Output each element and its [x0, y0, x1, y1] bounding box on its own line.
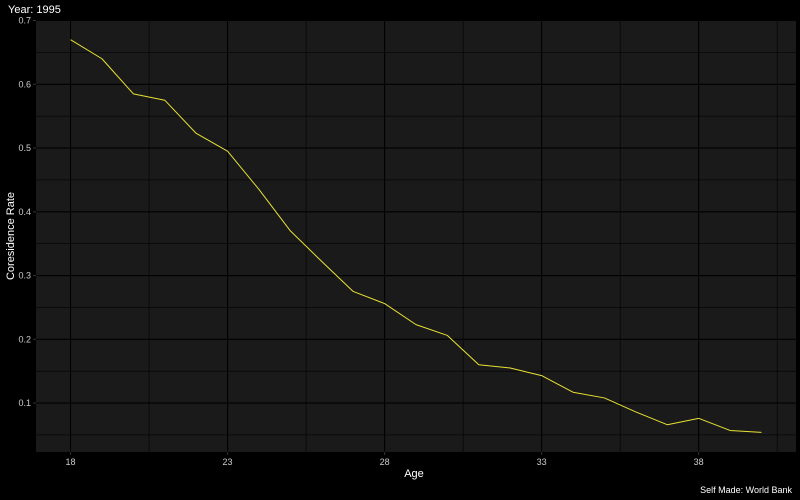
data-point [634, 410, 637, 413]
x-tick-label: 23 [223, 457, 233, 467]
x-tick-label: 33 [537, 457, 547, 467]
data-point [415, 323, 418, 326]
data-point [352, 290, 355, 293]
data-point [729, 429, 732, 432]
data-point [195, 132, 198, 135]
y-axis-title: Coresidence Rate [5, 191, 17, 281]
data-point [100, 57, 103, 60]
data-point [572, 391, 575, 394]
data-point [666, 423, 669, 426]
data-point [603, 396, 606, 399]
y-tick-label: 0.1 [18, 398, 31, 408]
data-point [320, 260, 323, 263]
data-point [132, 92, 135, 95]
x-tick-label: 18 [66, 457, 76, 467]
gridlines [36, 19, 796, 452]
data-point [509, 366, 512, 369]
data-point [760, 431, 763, 434]
chart-title: Year: 1995 [8, 4, 61, 16]
data-point [69, 38, 72, 41]
data-point [163, 99, 166, 102]
x-axis-title: Age [404, 468, 424, 480]
x-tick-label: 28 [380, 457, 390, 467]
data-point [446, 334, 449, 337]
data-point [257, 188, 260, 191]
chart-caption: Self Made: World Bank [700, 485, 792, 495]
data-point [540, 374, 543, 377]
y-tick-label: 0.2 [18, 334, 31, 344]
y-tick-label: 0.4 [18, 207, 31, 217]
x-tick-label: 38 [694, 457, 704, 467]
data-point [383, 302, 386, 305]
plot-panel [36, 20, 796, 452]
data-point [226, 150, 229, 153]
y-tick-label: 0.5 [18, 143, 31, 153]
series-line [70, 39, 762, 433]
y-tick-label: 0.3 [18, 271, 31, 281]
y-tick-label: 0.7 [18, 16, 31, 26]
y-tick-label: 0.6 [18, 79, 31, 89]
data-point [477, 363, 480, 366]
data-point [289, 229, 292, 232]
data-point [697, 417, 700, 420]
